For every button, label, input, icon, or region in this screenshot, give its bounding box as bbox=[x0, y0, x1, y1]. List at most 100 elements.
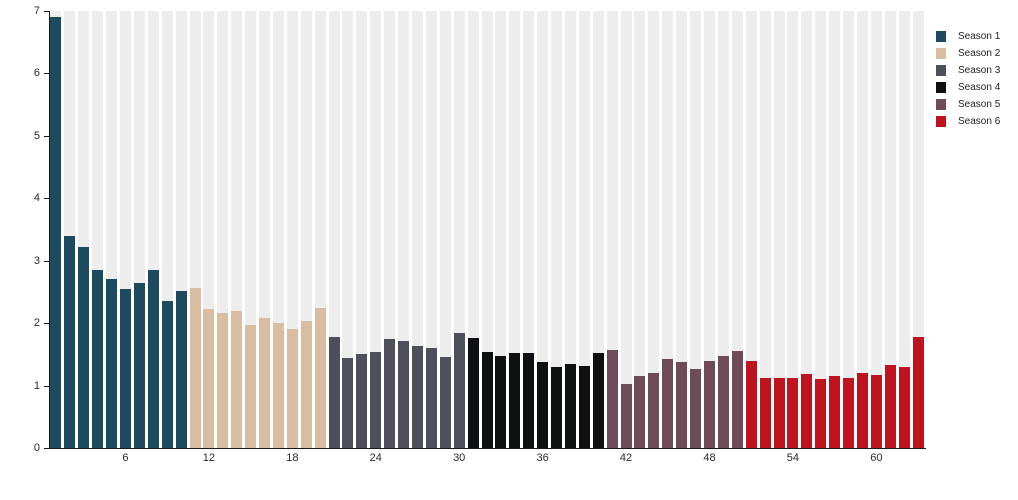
y-tick-mark bbox=[44, 73, 50, 75]
background-stripe bbox=[106, 11, 118, 448]
bar-season-3-episode-25 bbox=[384, 339, 396, 448]
bar-season-6-episode-59 bbox=[856, 373, 868, 448]
bar-season-3-episode-29 bbox=[439, 357, 451, 448]
legend-swatch-icon bbox=[936, 82, 946, 93]
bar-season-5-episode-43 bbox=[634, 376, 646, 448]
plot-area bbox=[49, 11, 925, 448]
background-stripe bbox=[634, 11, 646, 448]
background-stripe bbox=[439, 11, 451, 448]
bar-season-3-episode-23 bbox=[356, 353, 368, 448]
bar-season-2-episode-11 bbox=[189, 288, 201, 448]
background-stripe bbox=[801, 11, 813, 448]
legend-swatch-icon bbox=[936, 99, 946, 110]
bar-season-4-episode-39 bbox=[578, 366, 590, 448]
bar-season-2-episode-17 bbox=[272, 323, 284, 448]
x-tick-label: 12 bbox=[202, 452, 216, 464]
bar-season-1-episode-3 bbox=[78, 246, 90, 448]
background-stripe bbox=[578, 11, 590, 448]
bar-season-3-episode-30 bbox=[453, 332, 465, 448]
background-stripe bbox=[509, 11, 521, 448]
legend-item-season-2: Season 2 bbox=[936, 48, 1000, 59]
background-stripe bbox=[481, 11, 493, 448]
y-tick-mark bbox=[44, 198, 50, 200]
bar-season-5-episode-49 bbox=[717, 356, 729, 448]
background-stripe bbox=[717, 11, 729, 448]
bar-season-3-episode-28 bbox=[425, 347, 437, 448]
bar-season-5-episode-45 bbox=[662, 358, 674, 448]
bar-season-4-episode-40 bbox=[592, 353, 604, 448]
background-stripe bbox=[620, 11, 632, 448]
background-stripe bbox=[787, 11, 799, 448]
background-stripe bbox=[453, 11, 465, 448]
background-stripe bbox=[745, 11, 757, 448]
bar-season-2-episode-14 bbox=[231, 310, 243, 448]
background-stripe bbox=[676, 11, 688, 448]
legend-label: Season 3 bbox=[958, 65, 1001, 76]
bar-season-4-episode-33 bbox=[495, 356, 507, 448]
bar-season-6-episode-53 bbox=[773, 378, 785, 448]
bar-season-5-episode-50 bbox=[731, 351, 743, 448]
background-stripe bbox=[606, 11, 618, 448]
bar-season-6-episode-61 bbox=[884, 364, 896, 448]
background-stripe bbox=[843, 11, 855, 448]
bar-season-2-episode-15 bbox=[245, 325, 257, 448]
background-stripe bbox=[92, 11, 104, 448]
background-stripe bbox=[829, 11, 841, 448]
background-stripe bbox=[272, 11, 284, 448]
legend-label: Season 4 bbox=[958, 82, 1001, 93]
bar-season-4-episode-35 bbox=[523, 353, 535, 448]
legend-swatch-icon bbox=[936, 48, 946, 59]
bar-season-5-episode-47 bbox=[690, 368, 702, 448]
y-tick-mark bbox=[44, 135, 50, 137]
background-stripe bbox=[564, 11, 576, 448]
bar-season-6-episode-54 bbox=[787, 378, 799, 448]
background-stripe bbox=[133, 11, 145, 448]
x-tick-label: 54 bbox=[786, 452, 800, 464]
background-stripe bbox=[884, 11, 896, 448]
bar-season-6-episode-60 bbox=[870, 374, 882, 448]
bar-season-6-episode-56 bbox=[815, 379, 827, 448]
bar-season-6-episode-52 bbox=[759, 378, 771, 448]
bar-season-6-episode-55 bbox=[801, 373, 813, 448]
bar-season-3-episode-27 bbox=[411, 346, 423, 448]
background-stripe bbox=[328, 11, 340, 448]
legend-item-season-1: Season 1 bbox=[936, 31, 1000, 42]
y-tick-mark bbox=[44, 448, 50, 449]
background-stripe bbox=[690, 11, 702, 448]
background-stripe bbox=[870, 11, 882, 448]
background-stripe bbox=[300, 11, 312, 448]
y-tick-label: 2 bbox=[33, 317, 40, 330]
background-stripe bbox=[467, 11, 479, 448]
bar-season-3-episode-26 bbox=[398, 340, 410, 448]
background-stripe bbox=[78, 11, 90, 448]
background-stripe bbox=[898, 11, 910, 448]
background-stripe bbox=[523, 11, 535, 448]
bar-season-4-episode-37 bbox=[551, 366, 563, 448]
background-stripe bbox=[912, 11, 924, 448]
bar-season-5-episode-48 bbox=[703, 361, 715, 448]
bar-season-1-episode-1 bbox=[50, 17, 62, 448]
bar-season-2-episode-13 bbox=[217, 312, 229, 448]
legend: Season 1 Season 2 Season 3 Season 4 Season 5… bbox=[936, 31, 1000, 133]
background-stripe bbox=[551, 11, 563, 448]
y-tick-label: 5 bbox=[33, 129, 40, 142]
background-stripe bbox=[161, 11, 173, 448]
background-stripe bbox=[342, 11, 354, 448]
background-stripe bbox=[537, 11, 549, 448]
bar-season-4-episode-38 bbox=[564, 363, 576, 448]
legend-item-season-3: Season 3 bbox=[936, 65, 1000, 76]
background-stripe bbox=[356, 11, 368, 448]
bar-season-5-episode-44 bbox=[648, 373, 660, 448]
background-stripe bbox=[64, 11, 76, 448]
background-stripe bbox=[370, 11, 382, 448]
background-stripe bbox=[731, 11, 743, 448]
bar-season-3-episode-22 bbox=[342, 358, 354, 448]
y-tick-mark bbox=[44, 385, 50, 387]
x-tick-label: 30 bbox=[453, 452, 466, 464]
background-stripe bbox=[773, 11, 785, 448]
background-stripe bbox=[384, 11, 396, 448]
bar-season-2-episode-20 bbox=[314, 308, 326, 448]
background-stripe bbox=[286, 11, 298, 448]
background-stripe bbox=[314, 11, 326, 448]
y-axis-line bbox=[49, 11, 50, 448]
